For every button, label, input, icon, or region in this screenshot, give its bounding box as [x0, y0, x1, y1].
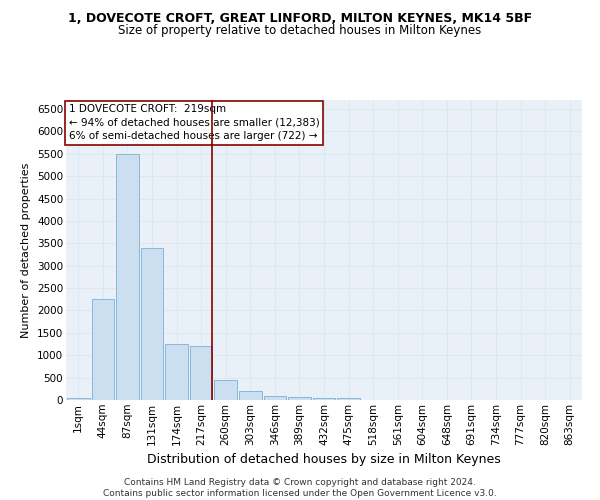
Bar: [92, 300, 114, 400]
Bar: [116, 154, 139, 400]
Text: Size of property relative to detached houses in Milton Keynes: Size of property relative to detached ho…: [118, 24, 482, 37]
Text: Contains HM Land Registry data © Crown copyright and database right 2024.
Contai: Contains HM Land Registry data © Crown c…: [103, 478, 497, 498]
Bar: [263, 396, 286, 400]
Bar: [67, 398, 89, 400]
Bar: [288, 397, 311, 400]
Y-axis label: Number of detached properties: Number of detached properties: [22, 162, 31, 338]
X-axis label: Distribution of detached houses by size in Milton Keynes: Distribution of detached houses by size …: [147, 453, 501, 466]
Bar: [140, 248, 163, 400]
Bar: [337, 398, 360, 400]
Bar: [190, 346, 212, 400]
Text: 1, DOVECOTE CROFT, GREAT LINFORD, MILTON KEYNES, MK14 5BF: 1, DOVECOTE CROFT, GREAT LINFORD, MILTON…: [68, 12, 532, 26]
Text: 1 DOVECOTE CROFT:  219sqm
← 94% of detached houses are smaller (12,383)
6% of se: 1 DOVECOTE CROFT: 219sqm ← 94% of detach…: [68, 104, 319, 141]
Bar: [214, 380, 237, 400]
Bar: [165, 344, 188, 400]
Bar: [313, 398, 335, 400]
Bar: [239, 391, 262, 400]
